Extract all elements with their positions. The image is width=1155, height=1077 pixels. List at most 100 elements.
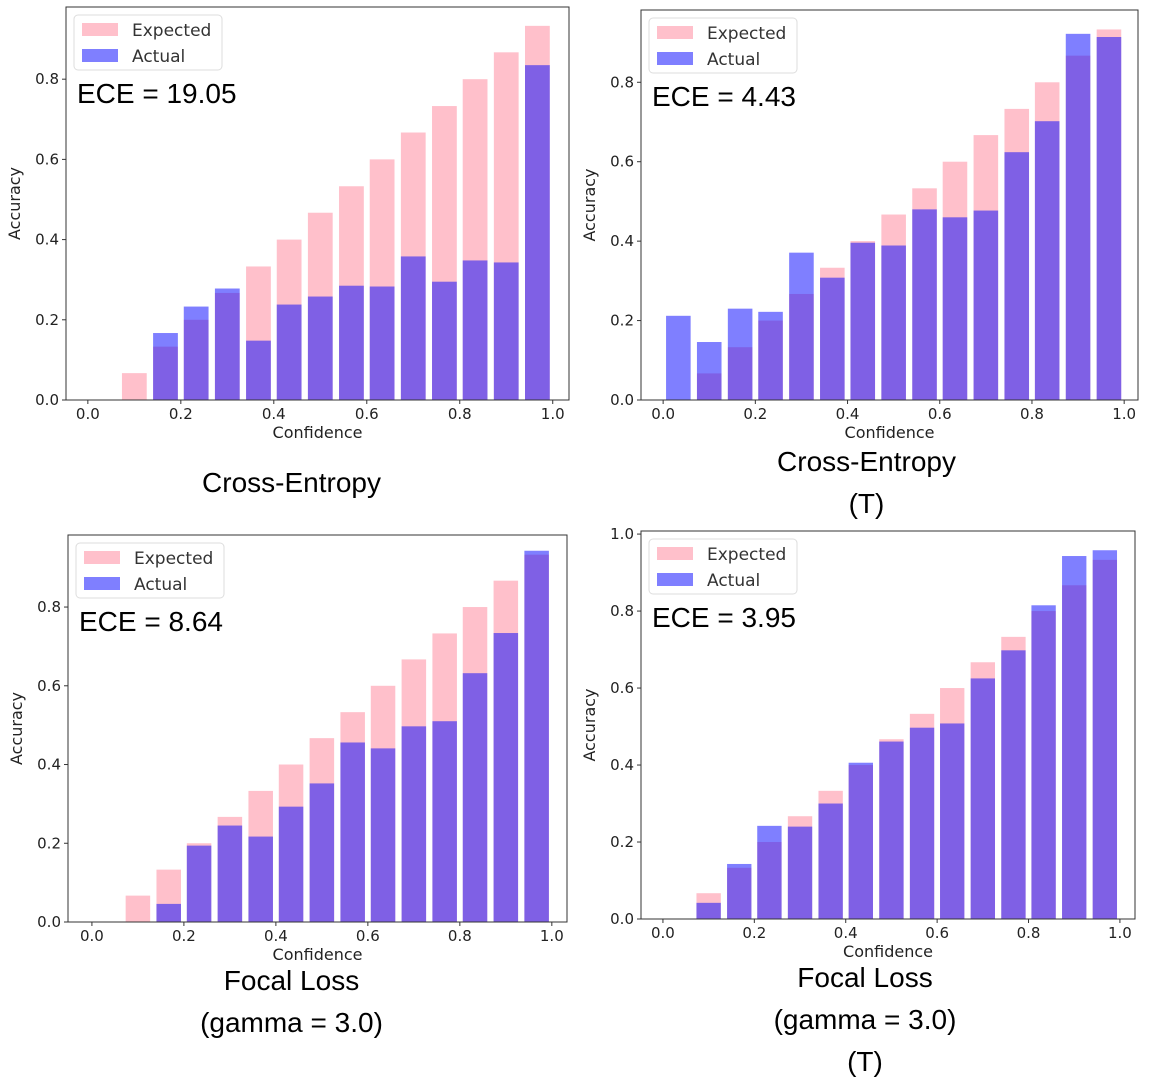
actual-bar [307, 296, 333, 400]
y-tick-label: 0.0 [35, 391, 59, 409]
legend-label-actual: Actual [707, 571, 760, 591]
actual-bar [214, 288, 240, 400]
actual-bar [340, 742, 365, 922]
y-tick-label: 0.2 [610, 833, 634, 851]
actual-bar [369, 286, 395, 400]
legend-label-actual: Actual [134, 575, 187, 595]
y-tick-label: 1.0 [610, 525, 634, 543]
actual-bar [276, 304, 302, 400]
y-tick-label: 0.8 [37, 598, 61, 616]
actual-bar [727, 863, 752, 919]
actual-bar [757, 825, 782, 919]
x-axis-label: Confidence [273, 945, 363, 964]
x-tick-label: 0.4 [264, 927, 288, 945]
legend-swatch-actual [84, 577, 120, 590]
x-tick-label: 1.0 [541, 405, 565, 423]
actual-bar [758, 311, 783, 400]
x-tick-label: 1.0 [1112, 405, 1136, 423]
chart-panel-2: 0.0 0.2 0.4 0.6 0.8 1.0 0.0 0.2 0.4 0.6 0.8 Confide… [580, 9, 1139, 519]
chart-caption: Focal Loss [224, 965, 359, 996]
actual-bar [401, 726, 427, 922]
x-tick-label: 0.6 [928, 405, 952, 423]
legend-label-actual: Actual [707, 50, 760, 70]
actual-bar [848, 762, 873, 919]
actual-bar [1004, 152, 1030, 400]
actual-bar [787, 826, 813, 919]
y-tick-label: 0.8 [35, 70, 59, 88]
legend-swatch-expected [82, 23, 118, 36]
legend-swatch-expected [657, 26, 693, 39]
actual-bar [217, 825, 243, 922]
x-tick-label: 0.8 [448, 405, 472, 423]
actual-bar [248, 836, 273, 922]
legend-label-expected: Expected [707, 24, 786, 44]
y-axis-label: Accuracy [580, 688, 599, 761]
chart-caption: Focal Loss [797, 962, 932, 993]
actual-bar [1034, 121, 1060, 400]
x-tick-label: 0.0 [80, 927, 104, 945]
actual-bar [524, 550, 549, 922]
x-axis-label: Confidence [845, 423, 935, 442]
chart-caption: Cross-Entropy [777, 446, 956, 477]
x-tick-label: 0.8 [448, 927, 472, 945]
actual-bar [973, 210, 999, 400]
chart-caption: Cross-Entropy [202, 467, 381, 498]
y-tick-label: 0.8 [610, 73, 634, 91]
actual-bar [970, 678, 996, 919]
ece-annotation: ECE = 19.05 [77, 78, 237, 109]
y-axis-label: Accuracy [5, 167, 24, 240]
y-tick-label: 0.0 [610, 910, 634, 928]
legend-label-actual: Actual [132, 47, 185, 67]
legend-swatch-actual [82, 49, 118, 62]
actual-bar [818, 803, 843, 919]
expected-bar [121, 373, 147, 400]
legend-label-expected: Expected [132, 21, 211, 41]
actual-bar [1092, 550, 1118, 919]
legend-swatch-expected [657, 547, 693, 560]
y-tick-label: 0.6 [35, 150, 59, 168]
y-tick-label: 0.6 [610, 679, 634, 697]
actual-bar [339, 285, 364, 400]
y-tick-label: 0.4 [35, 231, 59, 249]
y-tick-label: 0.2 [37, 834, 61, 852]
actual-bar [153, 333, 178, 400]
ece-annotation: ECE = 4.43 [652, 81, 796, 112]
legend-swatch-actual [657, 52, 693, 65]
y-tick-label: 0.6 [37, 677, 61, 695]
x-tick-label: 0.6 [925, 924, 949, 942]
actual-bar [696, 902, 721, 919]
actual-bar [432, 281, 457, 400]
actual-bar [246, 340, 271, 400]
y-tick-label: 0.6 [610, 153, 634, 171]
actual-bar [850, 242, 876, 400]
legend-swatch-expected [84, 551, 120, 564]
actual-bar [881, 245, 906, 400]
x-tick-label: 0.6 [356, 927, 380, 945]
actual-bar [727, 308, 753, 400]
y-tick-label: 0.0 [610, 391, 634, 409]
ece-annotation: ECE = 8.64 [79, 606, 223, 637]
actual-bar [524, 65, 550, 401]
actual-bar [1001, 650, 1026, 919]
actual-bar [820, 277, 845, 400]
actual-bar [400, 256, 426, 400]
x-tick-label: 1.0 [1108, 924, 1132, 942]
x-tick-label: 0.0 [651, 405, 675, 423]
x-tick-label: 1.0 [540, 927, 564, 945]
x-tick-label: 0.4 [834, 924, 858, 942]
actual-bar [1062, 556, 1087, 919]
chart-panel-3: 0.0 0.2 0.4 0.6 0.8 1.0 0.0 0.2 0.4 0.6 0.8 Confide… [7, 534, 568, 1038]
y-tick-label: 0.2 [35, 311, 59, 329]
actual-bar [186, 845, 212, 922]
actual-bar [666, 315, 691, 400]
y-tick-label: 0.4 [37, 756, 61, 774]
chart-caption: (T) [849, 488, 885, 519]
axes-frame [67, 534, 568, 923]
actual-bar [879, 741, 904, 919]
legend-swatch-actual [657, 573, 693, 586]
axes-frame [65, 6, 570, 401]
x-tick-label: 0.2 [172, 927, 196, 945]
legend-label-expected: Expected [134, 549, 213, 569]
chart-caption: (gamma = 3.0) [200, 1007, 383, 1038]
actual-bar [909, 727, 935, 919]
